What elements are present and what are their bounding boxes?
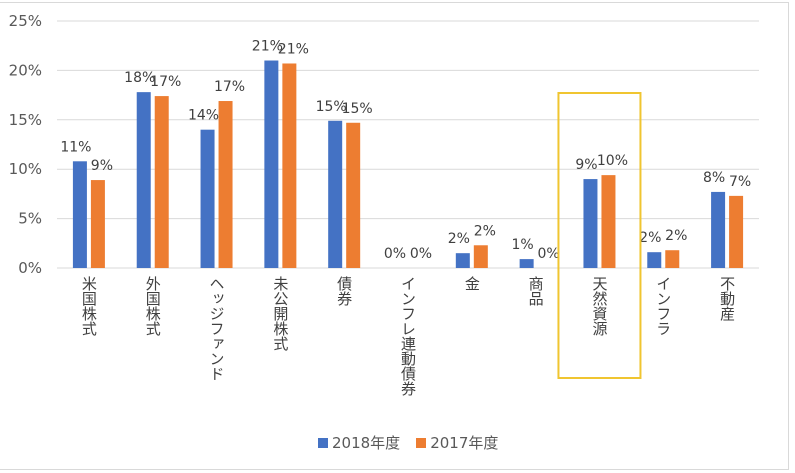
bar-2017 [218,101,233,268]
y-axis-ticks: 0% 5% 10% 15% 20% 25% [9,12,42,277]
category-label: 外国株式 [143,276,162,336]
category-label: 商品 [526,276,545,306]
y-tick-label: 0% [18,259,42,277]
data-label: 1% [512,237,534,253]
data-label: 17% [150,74,181,90]
bar-2017 [473,245,488,268]
data-label: 2% [448,231,470,247]
data-label: 17% [214,79,245,95]
bar-2017 [729,195,744,268]
data-label: 14% [188,108,219,124]
y-tick-label: 15% [9,111,42,129]
bar-2017 [154,96,169,268]
data-labels: 11%9%18%17%14%17%21%21%15%15%0% 0%2% 2%1%0… [60,39,751,262]
legend-label-2017: 2017年度 [430,434,499,452]
legend-item-2018: 2018年度 [318,432,400,453]
category-label: 金 [462,276,481,291]
data-label: 0% [384,246,406,262]
y-tick-label: 20% [9,61,42,79]
y-tick-label: 5% [18,210,42,228]
bar-2018 [519,259,534,268]
legend-label-2018: 2018年度 [332,434,401,452]
category-label: 天然資源 [590,276,609,336]
data-label: 2% [639,230,661,246]
category-label: 債券 [335,276,354,306]
bar-2018 [200,129,215,268]
bar-2018 [647,252,662,268]
data-label: 9% [575,157,597,173]
legend-swatch-2018 [318,437,328,448]
gridlines [57,20,759,269]
bar-2017 [601,175,616,268]
legend-item-2017: 2017年度 [416,432,498,453]
data-label: 9% [91,158,113,174]
category-label: インフラ [654,276,673,336]
bar-2018 [583,179,598,268]
bar-2018 [72,161,87,268]
data-label: 15% [316,99,347,115]
data-label: 0% [410,246,432,262]
data-label: 2% [665,228,687,244]
bar-2018 [455,253,470,268]
bar-2018 [328,120,343,269]
data-label: 2% [474,223,496,239]
data-label: 10% [597,153,628,169]
data-label: 15% [342,101,373,117]
bar-2018 [711,191,726,268]
data-label: 21% [278,41,309,57]
bar-2017 [346,122,361,268]
data-label: 18% [124,70,155,86]
bar-2018 [264,60,279,268]
category-label: 未公開株式 [271,276,290,351]
legend: 2018年度 2017年度 [318,432,514,453]
data-label: 21% [252,39,283,55]
bar-2017 [665,250,680,268]
data-label: 7% [729,174,751,190]
data-label: 11% [60,139,91,155]
bar-2017 [282,63,297,268]
legend-swatch-2017 [416,437,427,448]
y-tick-label: 10% [9,160,42,178]
data-label: 8% [703,170,725,186]
highlight-box [557,92,642,379]
category-label: ヘッジファンド [207,276,226,381]
bar-2017 [90,180,105,268]
bar-2018 [136,92,151,268]
category-label: インフレ連動債券 [399,276,417,396]
category-label: 不動産 [718,276,737,321]
category-label: 米国株式 [79,276,98,336]
data-label: 0% [538,246,560,262]
bars [72,60,744,269]
y-tick-label: 25% [9,12,42,30]
